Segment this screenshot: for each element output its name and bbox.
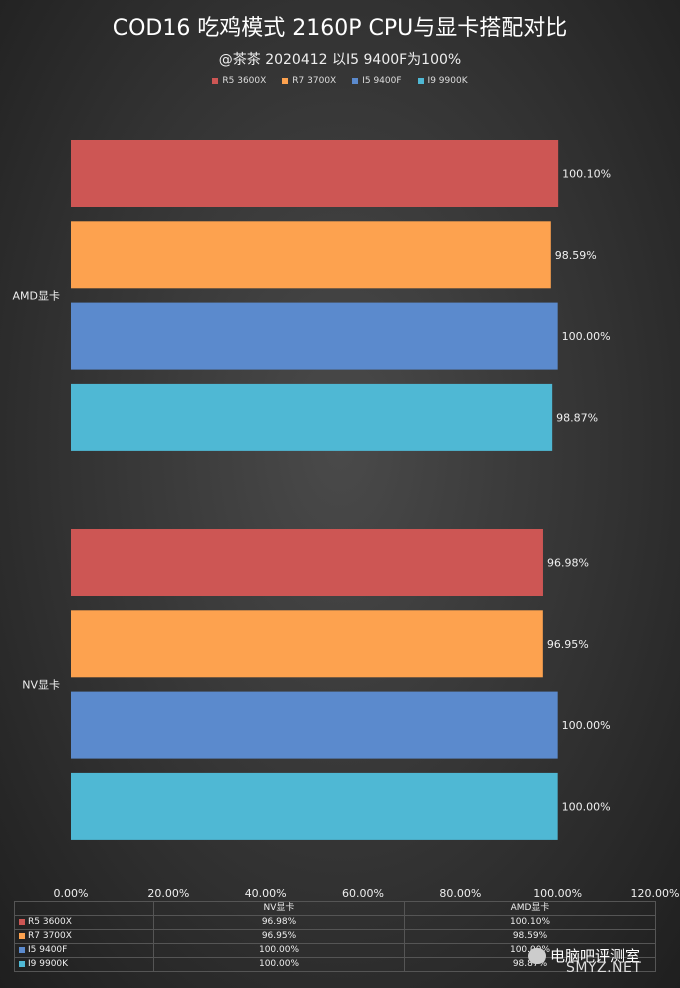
data-label: 100.00% <box>562 330 611 343</box>
wechat-icon <box>528 947 546 964</box>
legend-item-i5: I5 9400F <box>352 76 402 86</box>
legend-item-r5: R5 3600X <box>212 76 266 86</box>
table-row-name: R7 3700X <box>28 931 72 941</box>
table-cell-nv: 96.98% <box>153 915 405 930</box>
table-cell-amd: 100.10% <box>404 915 656 930</box>
bar-chart: AMD显卡 100.10% 98.59% 100.00% 98.87% NV显卡 96.98… <box>13 140 680 900</box>
table-cell-nv: 96.95% <box>153 929 405 944</box>
data-label: 96.95% <box>547 638 589 651</box>
table-row-label: I5 9400F <box>14 943 154 958</box>
data-label: 96.98% <box>547 557 589 570</box>
bar <box>71 302 558 370</box>
table-header-row: NV显卡 AMD显卡 <box>14 901 656 916</box>
table-cell-amd: 98.59% <box>404 929 656 944</box>
table-row-name: I5 9400F <box>28 945 68 955</box>
data-label: 100.00% <box>562 800 611 813</box>
category-label: NV显卡 <box>22 678 60 691</box>
legend-swatch-i9 <box>417 78 424 84</box>
legend-swatch-r7 <box>282 78 289 84</box>
table-header-amd: AMD显卡 <box>404 901 656 916</box>
table-row-label: R5 3600X <box>14 915 154 930</box>
table-cell-nv: 100.00% <box>153 943 405 958</box>
bar <box>71 529 543 596</box>
legend-swatch-r5 <box>212 78 219 84</box>
legend-item-i9: I9 9900K <box>417 76 468 86</box>
legend-label-r5: R5 3600X <box>222 76 267 86</box>
table-row-name: I9 9900K <box>28 959 69 969</box>
table-row-label: I9 9900K <box>14 957 154 972</box>
x-tick-label: 100.00% <box>533 887 582 900</box>
legend-swatch-i5 <box>352 78 359 84</box>
bar <box>71 610 543 678</box>
table-row: I5 9400F 100.00% 100.00% <box>14 943 656 958</box>
x-tick-label: 60.00% <box>342 887 384 900</box>
bar <box>71 383 553 451</box>
watermark: 电脑吧评测室 <box>528 945 640 966</box>
table-swatch <box>19 946 25 953</box>
table-row: I9 9900K 100.00% 98.87% <box>14 957 656 972</box>
table-header-nv: NV显卡 <box>153 901 405 916</box>
table-row-name: R5 3600X <box>28 917 72 927</box>
table-header-corner <box>14 901 154 916</box>
data-label: 100.10% <box>562 168 611 181</box>
legend-label-r7: R7 3700X <box>292 76 337 86</box>
bar <box>71 772 558 840</box>
bar <box>71 221 551 289</box>
watermark-url: SMYZ.NET <box>566 960 642 976</box>
legend: R5 3600X R7 3700X I5 9400F I9 9900K <box>0 76 680 86</box>
table-swatch <box>19 932 25 939</box>
data-label: 98.59% <box>555 249 597 262</box>
data-table: NV显卡 AMD显卡 R5 3600X 96.98% 100.10% R7 37… <box>14 901 656 972</box>
x-tick-label: 20.00% <box>147 887 189 900</box>
x-tick-label: 120.00% <box>631 887 680 900</box>
table-row: R5 3600X 96.98% 100.10% <box>14 915 656 930</box>
table-row: R7 3700X 96.95% 98.59% <box>14 929 656 944</box>
category-label: AMD显卡 <box>13 289 61 302</box>
table-cell-nv: 100.00% <box>153 957 405 972</box>
x-tick-label: 0.00% <box>54 887 89 900</box>
chart-title: COD16 吃鸡模式 2160P CPU与显卡搭配对比 <box>112 16 568 41</box>
x-tick-label: 80.00% <box>439 887 481 900</box>
x-tick-label: 40.00% <box>245 887 287 900</box>
bar <box>71 140 559 207</box>
watermark-brand: 电脑吧评测室 <box>550 947 641 965</box>
table-swatch <box>19 960 25 967</box>
chart-subtitle: @茶茶 2020412 以I5 9400F为100% <box>218 52 462 68</box>
table-swatch <box>19 918 25 925</box>
table-row-label: R7 3700X <box>14 929 154 944</box>
data-label: 100.00% <box>562 719 611 732</box>
legend-item-r7: R7 3700X <box>282 76 336 86</box>
legend-label-i5: I5 9400F <box>362 76 402 86</box>
bar <box>71 691 558 759</box>
legend-label-i9: I9 9900K <box>427 76 468 86</box>
data-label: 98.87% <box>556 411 598 424</box>
